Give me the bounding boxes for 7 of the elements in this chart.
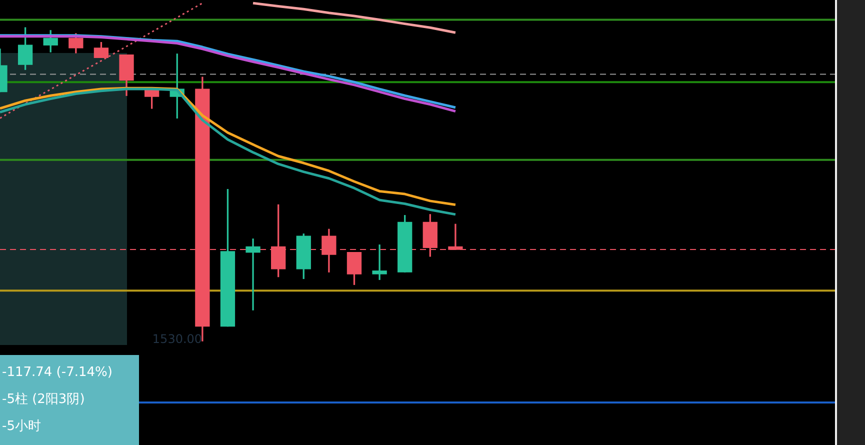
candlestick: [296, 234, 311, 280]
text: -5小时: [2, 418, 42, 436]
candlestick: [346, 252, 362, 285]
annotation: 1530.00: [152, 332, 202, 346]
text: -5柱 (2阳3阴): [2, 391, 86, 409]
text: -117.74 (-7.14%): [2, 364, 114, 382]
candlestick: [372, 244, 387, 280]
